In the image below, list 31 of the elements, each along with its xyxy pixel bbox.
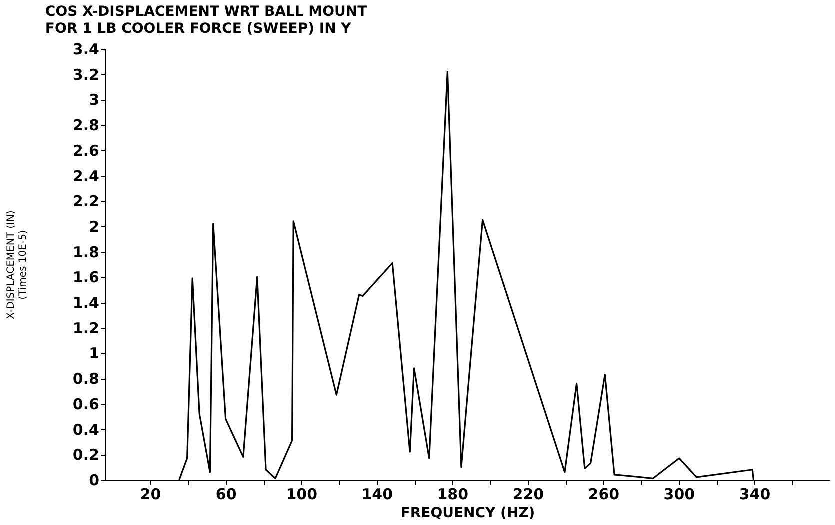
y-tick-label: 3 bbox=[89, 91, 100, 110]
y-tick-label: 2.8 bbox=[72, 116, 100, 135]
y-tick-label: 1 bbox=[89, 344, 100, 363]
y-tick-label: 0.2 bbox=[72, 446, 100, 464]
x-axis-title: FREQUENCY (HZ) bbox=[400, 506, 536, 522]
x-tick-label: 100 bbox=[286, 486, 318, 504]
y-tick-label: 0 bbox=[89, 472, 100, 490]
x-tick-label: 300 bbox=[664, 486, 696, 504]
y-tick-label: 1.8 bbox=[72, 243, 100, 262]
y-tick-label: 3.4 bbox=[72, 40, 100, 58]
x-tick-label: 140 bbox=[362, 486, 394, 504]
x-tick-label: 260 bbox=[588, 486, 620, 504]
y-tick-label: 0.4 bbox=[72, 420, 100, 439]
x-tick-label: 60 bbox=[216, 486, 237, 504]
y-tick-label: 0.8 bbox=[72, 370, 100, 388]
x-tick-label: 20 bbox=[140, 486, 162, 504]
x-tick-label: 340 bbox=[739, 486, 771, 504]
y-tick-label: 1.6 bbox=[72, 268, 100, 287]
y-tick-label: 2.6 bbox=[72, 142, 100, 160]
y-tick-label: 0.6 bbox=[72, 395, 100, 414]
chart-title: COS X-DISPLACEMENT WRT BALL MOUNT bbox=[45, 4, 368, 20]
chart-subtitle: FOR 1 LB COOLER FORCE (SWEEP) IN Y bbox=[45, 21, 352, 37]
y-axis-title: X-DISPLACEMENT (IN) (Times 10E-5) bbox=[6, 210, 29, 320]
y-tick-label: 2 bbox=[89, 218, 100, 236]
y-tick-label: 2.4 bbox=[72, 167, 100, 186]
y-tick-label: 1.4 bbox=[72, 294, 100, 312]
y-tick-label: 3.2 bbox=[72, 66, 100, 84]
y-tick-label: 2.2 bbox=[72, 192, 100, 211]
y-tick-label: 1.2 bbox=[72, 319, 100, 338]
x-tick-label: 220 bbox=[512, 486, 544, 504]
x-tick-label: 180 bbox=[437, 486, 469, 504]
